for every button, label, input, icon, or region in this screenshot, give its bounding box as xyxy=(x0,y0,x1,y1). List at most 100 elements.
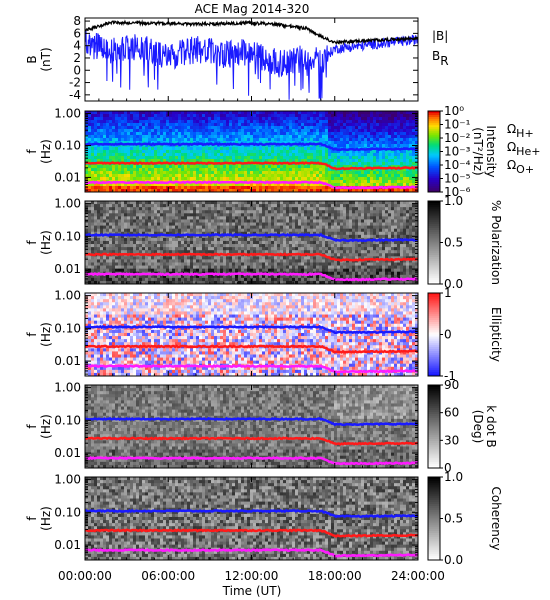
heatmap-cell xyxy=(118,120,122,124)
heatmap-cell xyxy=(151,111,155,115)
heatmap-cell xyxy=(241,114,245,118)
heatmap-cell xyxy=(295,165,299,169)
heatmap-cell xyxy=(337,159,341,163)
heatmap-cell xyxy=(202,159,206,163)
heatmap-cell xyxy=(214,247,218,251)
heatmap-cell xyxy=(112,138,116,142)
heatmap-cell xyxy=(214,144,218,148)
heatmap-cell xyxy=(181,244,185,248)
heatmap-cell xyxy=(412,132,416,136)
heatmap-cell xyxy=(109,165,113,169)
heatmap-cell xyxy=(100,126,104,130)
heatmap-cell xyxy=(265,207,269,211)
heatmap-cell xyxy=(379,171,383,175)
heatmap-cell xyxy=(91,111,95,115)
heatmap-cell xyxy=(226,216,230,220)
heatmap-cell xyxy=(298,129,302,133)
heatmap-cell xyxy=(397,138,401,142)
heatmap-cell xyxy=(361,123,365,127)
heatmap-cell xyxy=(139,177,143,181)
heatmap-cell xyxy=(352,171,356,175)
heatmap-cell xyxy=(268,225,272,230)
heatmap-cell xyxy=(103,277,107,282)
heatmap-cell xyxy=(193,138,197,142)
heatmap-cell xyxy=(295,186,299,190)
heatmap-cell xyxy=(361,156,365,160)
heatmap-cell xyxy=(184,201,188,205)
heatmap-cell xyxy=(163,168,167,172)
heatmap-cell xyxy=(280,204,284,208)
heatmap-cell xyxy=(85,126,89,130)
heatmap-cell xyxy=(151,240,155,245)
heatmap-cell xyxy=(367,159,371,163)
heatmap-cell xyxy=(142,165,146,169)
heatmap-cell xyxy=(112,165,116,169)
heatmap-cell xyxy=(115,225,119,230)
heatmap-cell xyxy=(244,138,248,142)
heatmap-cell xyxy=(127,274,131,279)
heatmap-cell xyxy=(199,237,203,242)
heatmap-cell xyxy=(199,147,203,151)
heatmap-cell xyxy=(97,111,101,115)
heatmap-cell xyxy=(229,247,233,251)
heatmap-cell xyxy=(268,189,272,193)
heatmap-cell xyxy=(190,120,194,124)
heatmap-cell xyxy=(172,117,176,121)
heatmap-cell xyxy=(343,177,347,181)
heatmap-cell xyxy=(115,168,119,172)
heatmap-cell xyxy=(214,129,218,133)
heatmap-cell xyxy=(97,259,101,263)
heatmap-cell xyxy=(397,174,401,178)
heatmap-cell xyxy=(322,153,326,157)
heatmap-cell xyxy=(130,280,134,285)
heatmap-cell xyxy=(274,234,278,239)
heatmap-cell xyxy=(301,144,305,148)
heatmap-cell xyxy=(406,120,410,124)
heatmap-cell xyxy=(136,216,140,220)
heatmap-cell xyxy=(295,123,299,127)
heatmap-cell xyxy=(232,265,236,270)
heatmap-cell xyxy=(268,126,272,130)
heatmap-cell xyxy=(235,186,239,190)
heatmap-cell xyxy=(274,262,278,266)
heatmap-cell xyxy=(190,274,194,279)
heatmap-cell xyxy=(220,262,224,266)
heatmap-cell xyxy=(109,201,113,205)
heatmap-cell xyxy=(271,186,275,190)
heatmap-cell xyxy=(364,150,368,154)
heatmap-cell xyxy=(208,138,212,142)
heatmap-cell xyxy=(256,216,260,220)
heatmap-cell xyxy=(100,189,104,193)
heatmap-cell xyxy=(151,156,155,160)
heatmap-cell xyxy=(298,183,302,187)
heatmap-cell xyxy=(337,180,341,184)
heatmap-cell xyxy=(241,268,245,273)
heatmap-cell xyxy=(148,228,152,233)
heatmap-cell xyxy=(172,228,176,233)
heatmap-cell xyxy=(241,153,245,157)
heatmap-cell xyxy=(292,141,296,145)
heatmap-cell xyxy=(226,225,230,230)
heatmap-cell xyxy=(331,114,335,118)
heatmap-cell xyxy=(310,114,314,118)
heatmap-cell xyxy=(163,204,167,208)
heatmap-cell xyxy=(184,247,188,251)
heatmap-cell xyxy=(214,189,218,193)
heatmap-cell xyxy=(130,150,134,154)
heatmap-cell xyxy=(190,126,194,130)
heatmap-cell xyxy=(169,265,173,270)
heatmap-cell xyxy=(253,262,257,266)
heatmap-cell xyxy=(223,135,227,139)
heatmap-cell xyxy=(112,247,116,251)
heatmap-cell xyxy=(241,256,245,260)
heatmap-cell xyxy=(316,168,320,172)
heatmap-cell xyxy=(88,186,92,190)
heatmap-cell xyxy=(154,120,158,124)
heatmap-cell xyxy=(382,111,386,115)
heatmap-cell xyxy=(106,111,110,115)
heatmap-cell xyxy=(205,265,209,270)
heatmap-cell xyxy=(259,265,263,270)
heatmap-cell xyxy=(229,168,233,172)
heatmap-cell xyxy=(403,189,407,193)
heatmap-cell xyxy=(88,174,92,178)
